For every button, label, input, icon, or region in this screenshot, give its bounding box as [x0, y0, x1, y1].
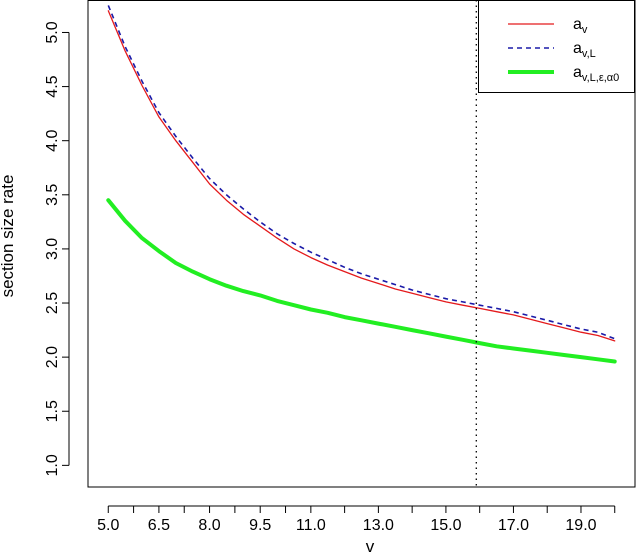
x-tick-label: 13.0 — [363, 517, 394, 534]
x-tick-label: 6.5 — [148, 517, 170, 534]
x-tick-label: 17.0 — [498, 517, 529, 534]
series-layer — [106, 5, 617, 364]
x-tick-label: 19.0 — [565, 517, 596, 534]
x-tick-label: 11.0 — [296, 517, 326, 534]
x-tick-label: 15.0 — [430, 517, 461, 534]
legend: av av,L av,L,ε,α0 — [478, 0, 635, 93]
legend-label-3: av,L,ε,α0 — [573, 64, 619, 84]
x-tick-label: 9.5 — [249, 517, 271, 534]
y-tick-label: 1.5 — [44, 400, 61, 422]
x-tick-label: 5.0 — [97, 517, 119, 534]
y-tick-label: 3.0 — [44, 238, 61, 260]
legend-label-2: av,L — [573, 40, 596, 60]
y-tick-label: 1.0 — [44, 454, 61, 476]
y-tick-label: 2.0 — [44, 346, 61, 368]
x-axis: 5.0 6.5 8.0 9.5 11.0 13.0 15.0 17.0 19.0 — [97, 505, 616, 534]
legend-box — [478, 0, 635, 93]
y-tick-label: 3.5 — [44, 184, 61, 206]
y-tick-label: 5.0 — [44, 21, 61, 43]
y-tick-label: 2.5 — [44, 292, 61, 314]
y-tick-label: 4.5 — [44, 75, 61, 97]
legend-label-1: av — [573, 16, 588, 36]
plot-frame — [87, 0, 636, 488]
x-axis-title: v — [366, 537, 375, 553]
y-axis: 1.0 1.5 2.0 2.5 3.0 3.5 4.0 4.5 5.0 — [44, 21, 70, 476]
frame-layer — [87, 0, 636, 488]
plot-area: 5.0 6.5 8.0 9.5 11.0 13.0 15.0 17.0 19.0 1.0 1.5 2… — [44, 0, 636, 534]
series-line-2 — [107, 5, 615, 340]
y-axis-title: section size rate — [0, 175, 17, 298]
series-line-3 — [106, 198, 617, 364]
series-line-1 — [107, 10, 616, 342]
y-tick-label: 4.0 — [44, 129, 61, 151]
x-tick-label: 8.0 — [198, 517, 220, 534]
